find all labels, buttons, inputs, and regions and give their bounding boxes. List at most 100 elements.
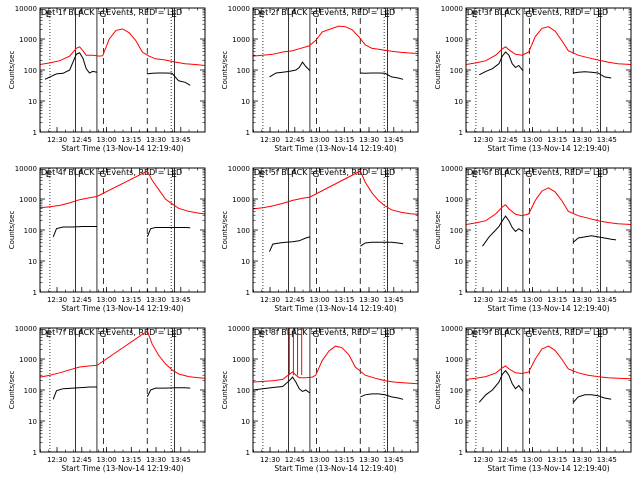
x-tick-label: 12:45 [72,136,92,144]
y-tick-label: 100 [24,67,37,75]
series-line-events [269,61,311,78]
region-annotation: E [597,10,603,20]
series-line-events [360,241,404,247]
region-annotation: E [384,10,390,20]
y-tick-label: 1 [246,289,250,297]
x-tick-label: 13:45 [597,136,617,144]
y-tick-label: 1 [33,289,37,297]
series-line-events [44,52,97,80]
series-line-events [146,227,191,238]
series-line-lld [40,330,205,379]
y-tick-label: 1 [459,289,463,297]
y-axis-label: Counts/sec [8,51,16,90]
x-tick-label: 12:45 [498,456,518,464]
region-annotation: F [504,10,509,20]
x-tick-label: 13:30 [572,456,592,464]
x-tick-label: 13:45 [384,456,404,464]
x-tick-label: 12:45 [285,296,305,304]
x-tick-label: 13:00 [309,456,329,464]
x-tick-label: 13:00 [522,136,542,144]
region-annotation: E [259,330,265,340]
panel-title: Det 3f BLACK = Events, RED = LLD [467,8,608,17]
x-tick-label: 13:30 [572,296,592,304]
y-tick-label: 1000 [19,36,37,44]
x-tick-label: 12:30 [473,296,493,304]
y-axis-label: Counts/sec [221,211,229,250]
region-annotation: F [78,170,83,180]
y-tick-label: 1 [459,129,463,137]
y-tick-label: 1000 [19,196,37,204]
panel-title: Det 5f BLACK = Events, RED = LLD [254,168,395,177]
y-tick-label: 10000 [15,5,37,13]
y-tick-label: 100 [24,227,37,235]
y-tick-label: 100 [237,387,250,395]
region-annotation: G [525,330,532,340]
series-line-lld [466,187,631,225]
region-annotation: G [99,330,106,340]
y-tick-label: 10 [28,98,37,106]
y-tick-label: 100 [237,227,250,235]
region-annotation: F [291,170,296,180]
y-tick-label: 1000 [445,36,463,44]
plot-frame [39,327,206,453]
region-annotation: E [171,330,177,340]
y-tick-label: 10 [454,98,463,106]
x-tick-label: 13:15 [334,136,354,144]
y-tick-label: 10000 [441,325,463,333]
x-axis-label: Start Time (13-Nov-14 12:19:40) [61,144,183,153]
y-tick-label: 10 [241,98,250,106]
region-annotation: G [99,170,106,180]
x-tick-label: 13:00 [309,296,329,304]
x-tick-label: 13:30 [359,296,379,304]
x-tick-label: 12:45 [498,136,518,144]
series-line-events [360,72,404,80]
series-line-events [253,376,311,394]
x-tick-label: 13:15 [121,456,141,464]
x-tick-label: 13:45 [171,456,191,464]
x-tick-label: 12:45 [285,456,305,464]
x-tick-label: 12:30 [47,136,67,144]
region-annotation: E [597,330,603,340]
x-tick-label: 13:45 [597,296,617,304]
series-line-lld [466,26,631,65]
x-tick-label: 13:00 [96,456,116,464]
series-line-events [52,226,97,238]
series-line-events [478,369,524,403]
panel-title: Det 1f BLACK = Events, RED = LLD [41,8,182,17]
series-line-events [573,71,612,79]
y-tick-label: 1000 [445,356,463,364]
region-annotation: E [259,170,265,180]
y-tick-label: 100 [450,387,463,395]
x-tick-label: 12:30 [260,296,280,304]
region-annotation: E [472,170,478,180]
y-tick-label: 1000 [232,356,250,364]
y-tick-label: 1 [459,449,463,457]
y-tick-label: 1 [246,449,250,457]
x-tick-label: 13:00 [522,296,542,304]
x-tick-label: 12:30 [473,136,493,144]
x-tick-label: 13:15 [334,296,354,304]
panel-title: Det 8f BLACK = Events, RED = LLD [254,328,395,337]
region-annotation: E [472,330,478,340]
series-line-events [572,394,612,403]
x-tick-label: 13:45 [171,296,191,304]
x-axis-label: Start Time (13-Nov-14 12:19:40) [61,304,183,313]
y-tick-label: 100 [237,67,250,75]
y-tick-label: 10 [28,258,37,266]
panel-title: Det 9f BLACK = Events, RED = LLD [467,328,608,337]
x-tick-label: 13:45 [384,136,404,144]
y-tick-label: 10 [454,418,463,426]
x-tick-label: 13:30 [146,456,166,464]
y-axis-label: Counts/sec [221,51,229,90]
panel-title: Det 6f BLACK = Events, RED = LLD [467,168,608,177]
panel-title: Det 4f BLACK = Events, RED = LLD [41,168,182,177]
region-annotation: E [46,170,52,180]
x-tick-label: 13:00 [522,456,542,464]
x-axis-label: Start Time (13-Nov-14 12:19:40) [487,144,609,153]
